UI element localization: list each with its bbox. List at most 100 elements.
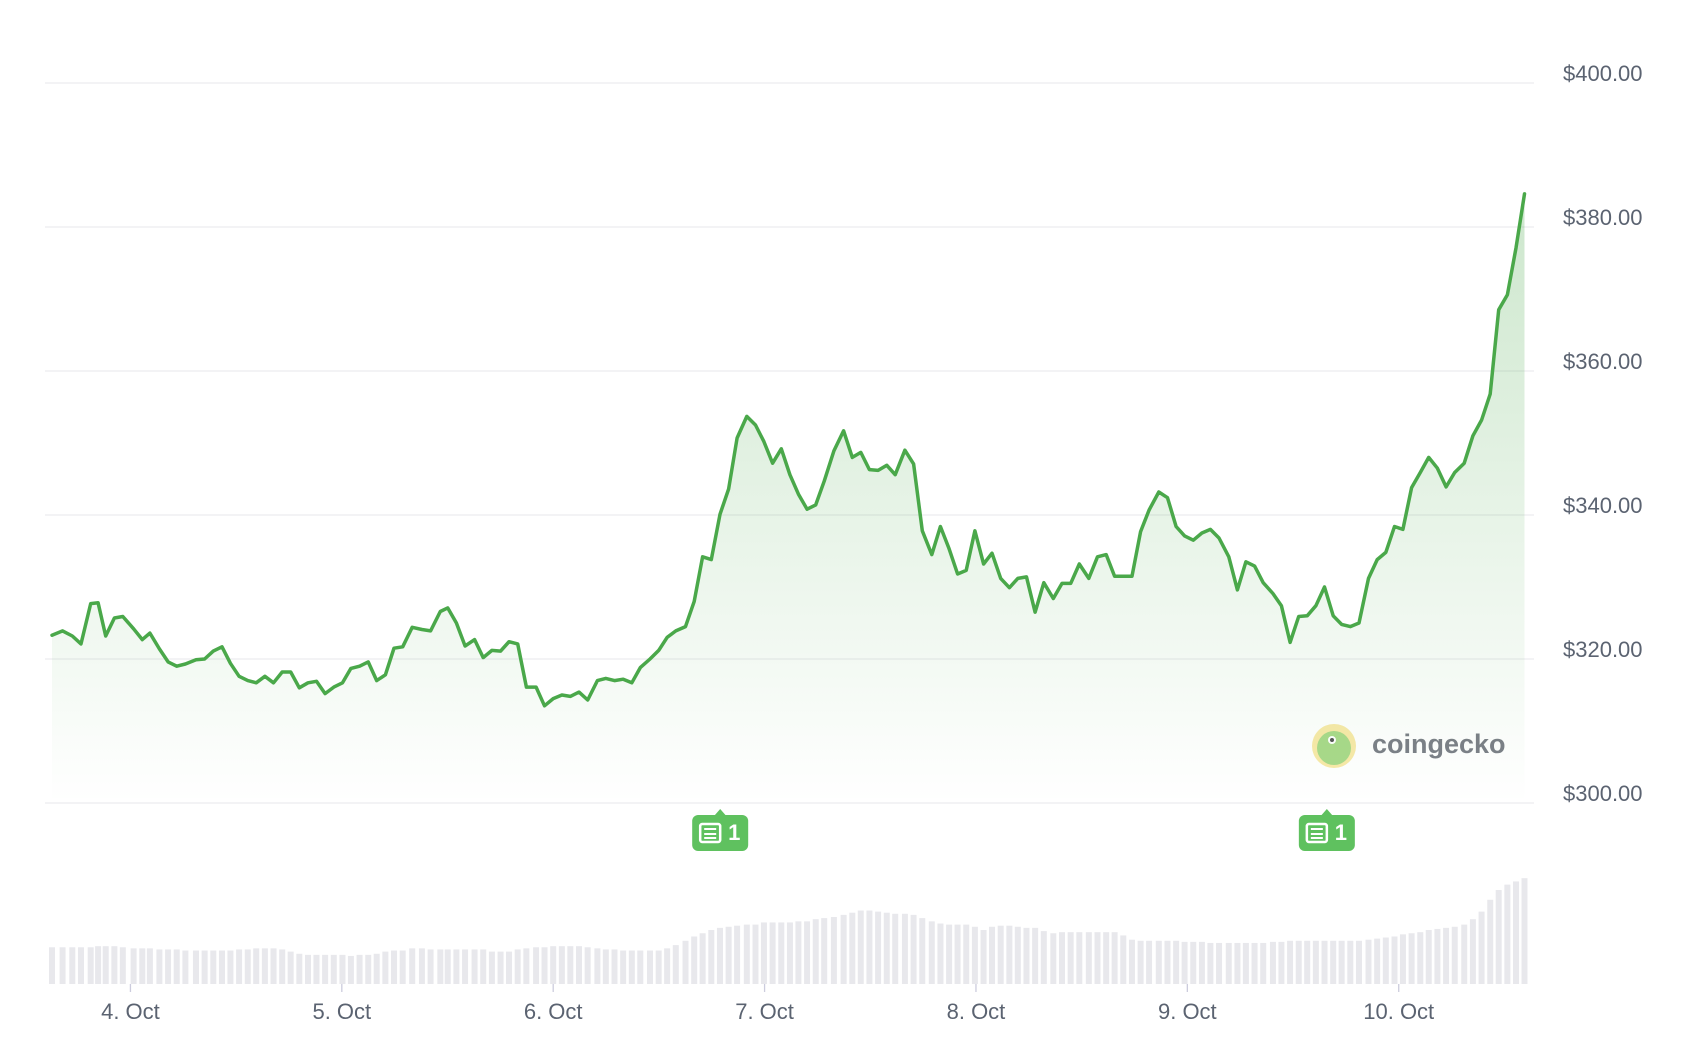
volume-bar (1312, 940, 1319, 984)
volume-bar (821, 918, 828, 984)
volume-bar (347, 955, 354, 984)
volume-bar (954, 924, 961, 984)
volume-bar (708, 930, 715, 984)
volume-bar (1103, 932, 1110, 984)
volume-bar (1006, 925, 1013, 984)
y-tick-label: $320.00 (1563, 637, 1643, 662)
volume-bar (1076, 932, 1083, 984)
volume-bar (1111, 932, 1118, 984)
volume-bar (497, 951, 504, 984)
volume-bar (356, 954, 363, 984)
volume-bar (716, 927, 723, 984)
volume-bar (1399, 934, 1406, 984)
volume-bar (304, 954, 311, 984)
volume-bar (725, 926, 732, 984)
volume-bar (227, 950, 234, 984)
volume-bar (1164, 940, 1171, 984)
volume-bar (1198, 941, 1205, 984)
volume-bar (928, 921, 935, 984)
volume-bar (173, 949, 180, 984)
area (52, 193, 1525, 803)
volume-bar (655, 950, 662, 984)
volume-bar (1338, 940, 1345, 984)
volume-bar (87, 947, 94, 984)
volume-bar (620, 950, 627, 984)
volume-bar (1495, 890, 1502, 984)
volume-bar (444, 949, 451, 984)
volume-bar (611, 949, 618, 984)
volume-bar (1181, 941, 1188, 984)
volume-bar (971, 926, 978, 984)
volume-bar (1146, 940, 1153, 984)
volume-bar (1417, 932, 1424, 984)
volume-bar (1408, 933, 1415, 984)
volume-bar (752, 924, 759, 984)
volume-bar (946, 924, 953, 984)
y-tick-label: $400.00 (1563, 61, 1643, 86)
volume-bar (418, 948, 425, 984)
news-count: 1 (1335, 820, 1347, 845)
x-tick-label: 7. Oct (735, 999, 794, 1024)
volume-bar (1137, 940, 1144, 984)
volume-bar (1461, 924, 1468, 984)
volume-bar (1278, 941, 1285, 984)
volume-bar (373, 953, 380, 984)
volume-bar (760, 922, 767, 984)
x-tick-label: 10. Oct (1363, 999, 1434, 1024)
volume-bar (628, 950, 635, 984)
volume-bar (365, 954, 372, 984)
news-marker[interactable]: 1 (1298, 809, 1355, 851)
y-tick-label: $300.00 (1563, 781, 1643, 806)
volume-bar (1173, 940, 1180, 984)
volume-bar (1260, 942, 1267, 984)
volume-bar (866, 910, 873, 984)
y-tick-label: $380.00 (1563, 205, 1643, 230)
volume-bar (602, 949, 609, 984)
volume-bar (786, 922, 793, 984)
volume-bar (1355, 940, 1362, 984)
volume-bar (910, 914, 917, 984)
volume-bar (980, 930, 987, 984)
volume-bar (437, 949, 444, 984)
volume-bar (575, 946, 582, 984)
volume-bar (462, 949, 469, 984)
volume-bar (1234, 942, 1241, 984)
volume-bar (1451, 926, 1458, 984)
volume-bar (471, 949, 478, 984)
volume-bar (1207, 942, 1214, 984)
news-icon-lines (704, 828, 717, 839)
volume-bar (514, 949, 521, 984)
volume-bar (901, 913, 908, 984)
volume-bar (533, 947, 540, 984)
volume-bar (778, 922, 785, 984)
x-tick-label: 5. Oct (312, 999, 371, 1024)
volume-bar (883, 912, 890, 984)
volume-bar (1365, 939, 1372, 984)
volume-bar (1040, 931, 1047, 984)
volume-bar (1128, 939, 1135, 984)
volume-bar (594, 948, 601, 984)
volume-bar (1269, 941, 1276, 984)
volume-bar (937, 923, 944, 984)
volume-bar (1434, 928, 1441, 984)
volume-bar (1425, 930, 1432, 984)
volume-bar (1443, 927, 1450, 984)
news-count: 1 (728, 820, 740, 845)
volume-bar (1347, 940, 1354, 984)
volume-bar (1251, 942, 1258, 984)
news-marker[interactable]: 1 (692, 809, 749, 851)
news-icon (698, 822, 722, 844)
volume-bar (795, 921, 802, 984)
volume-bar (1067, 932, 1074, 984)
volume-bar (95, 946, 102, 984)
volume-bar (1521, 878, 1528, 984)
volume-bar (111, 946, 118, 984)
volume-bar (743, 924, 750, 984)
volume-bar (506, 951, 513, 984)
volume-bar (1330, 940, 1337, 984)
volume-bar (699, 933, 706, 984)
volume-bar (1225, 942, 1232, 984)
volume-bar (1321, 940, 1328, 984)
volume-bar (146, 948, 153, 984)
